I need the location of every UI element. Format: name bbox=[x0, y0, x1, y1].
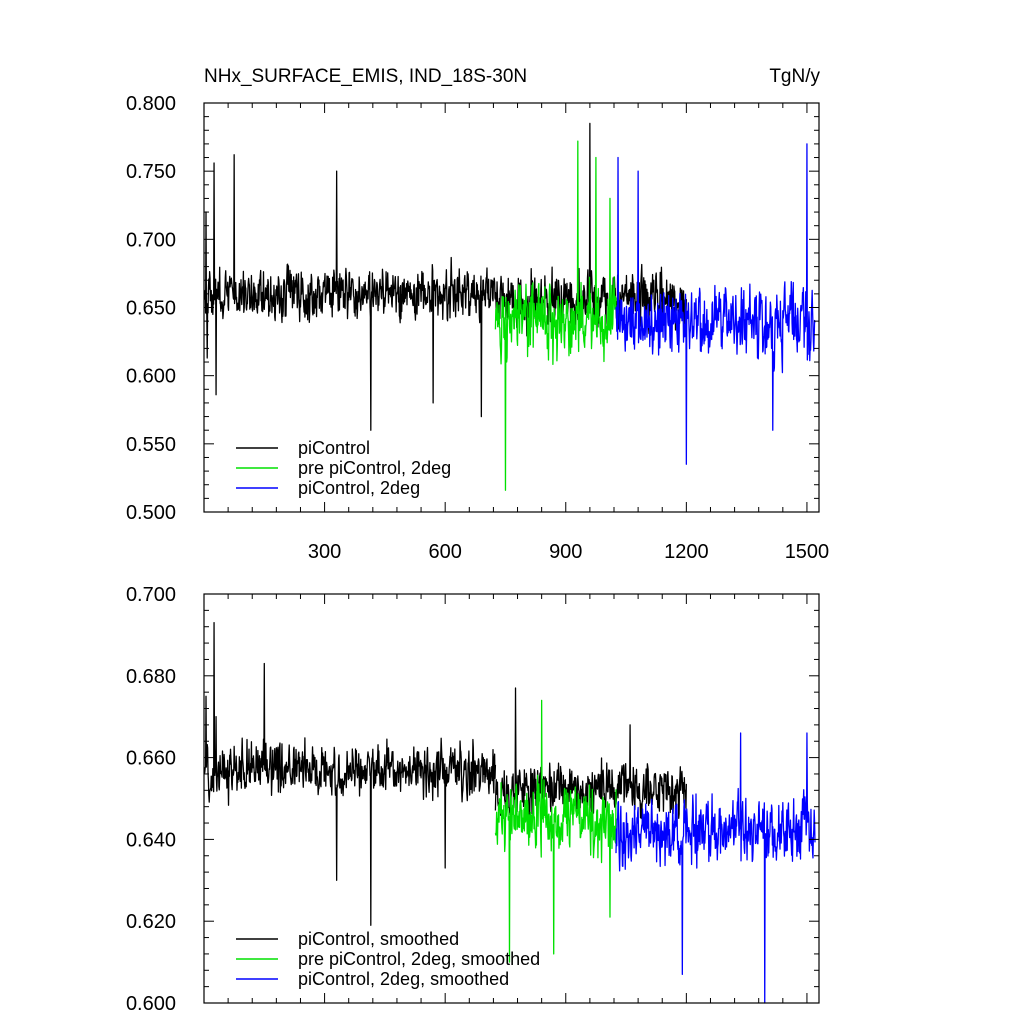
y-tick-label: 0.700 bbox=[126, 229, 176, 251]
legend-label: piControl bbox=[298, 438, 370, 458]
chart-title: NHx_SURFACE_EMIS, IND_18S-30N bbox=[204, 66, 527, 87]
series-line bbox=[494, 140, 617, 491]
series-layer bbox=[203, 122, 816, 491]
y-tick-label: 0.680 bbox=[126, 666, 176, 688]
y-tick-label: 0.620 bbox=[126, 911, 176, 933]
series-line bbox=[615, 143, 816, 465]
y-tick-label: 0.500 bbox=[126, 502, 176, 524]
y-tick-label: 0.700 bbox=[126, 584, 176, 606]
plot-frame bbox=[203, 593, 820, 1004]
series-line bbox=[203, 154, 497, 431]
legend-label: piControl, 2deg bbox=[298, 478, 420, 498]
tick-label-layer: 0.600 0.620 0.640 0.660 0.680 0.700 bbox=[126, 584, 176, 1015]
legend-label: piControl, smoothed bbox=[298, 929, 459, 949]
legend-label: pre piControl, 2deg, smoothed bbox=[298, 949, 540, 969]
legend-label: piControl, 2deg, smoothed bbox=[298, 969, 509, 989]
series-line bbox=[494, 699, 617, 963]
x-tick-label: 600 bbox=[428, 541, 461, 563]
y-tick-label: 0.550 bbox=[126, 434, 176, 456]
x-tick-label: 300 bbox=[308, 541, 341, 563]
y-tick-label: 0.600 bbox=[126, 993, 176, 1015]
y-tick-label: 0.600 bbox=[126, 366, 176, 388]
tick-layer bbox=[204, 593, 819, 1004]
tick-layer bbox=[204, 102, 819, 513]
x-tick-label: 1200 bbox=[664, 541, 709, 563]
y-tick-label: 0.800 bbox=[126, 93, 176, 115]
series-line bbox=[615, 732, 816, 1004]
series-layer bbox=[203, 621, 816, 1004]
top-panel: NHx_SURFACE_EMIS, IND_18S-30N TgN/y 300 6… bbox=[126, 66, 829, 563]
series-line bbox=[494, 687, 687, 830]
legend-label: pre piControl, 2deg bbox=[298, 458, 451, 478]
y-tick-label: 0.660 bbox=[126, 748, 176, 770]
y-tick-label: 0.640 bbox=[126, 829, 176, 851]
units-label: TgN/y bbox=[769, 66, 820, 87]
bottom-panel: 0.600 0.620 0.640 0.660 0.680 0.700 piControl… bbox=[126, 584, 820, 1015]
y-tick-label: 0.750 bbox=[126, 161, 176, 183]
tick-label-layer: 300 600 900 1200 1500 0.500 0.550 0.600 0.650 0.7… bbox=[126, 93, 829, 563]
x-tick-label: 900 bbox=[549, 541, 582, 563]
y-tick-label: 0.650 bbox=[126, 298, 176, 320]
x-tick-label: 1500 bbox=[785, 541, 830, 563]
series-line bbox=[203, 621, 497, 926]
